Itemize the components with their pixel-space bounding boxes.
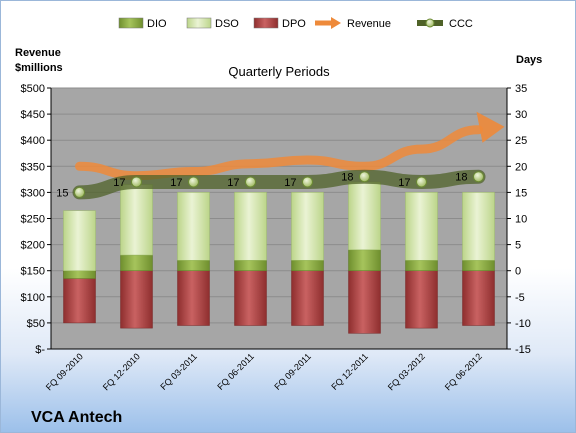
bar-dso: [234, 192, 267, 261]
right-tick-label: 30: [515, 109, 527, 121]
ccc-data-label: 17: [398, 177, 410, 189]
bar-dio: [63, 270, 96, 279]
revenue-arrowhead: [476, 111, 505, 143]
ccc-marker: [74, 186, 85, 198]
bar-dio: [291, 260, 324, 271]
right-tick-label: -10: [515, 318, 531, 330]
legend-label-ccc: CCC: [449, 18, 473, 30]
chart-title: Quarterly Periods: [228, 64, 330, 79]
left-tick-label: $300: [21, 187, 45, 199]
bar-dio: [177, 260, 210, 271]
legend-label-revenue: Revenue: [347, 18, 391, 30]
right-tick-label: 25: [515, 135, 527, 147]
bar-dio: [405, 260, 438, 271]
ccc-marker: [416, 176, 427, 188]
left-tick-label: $250: [21, 214, 45, 226]
bar-dpo: [348, 270, 381, 334]
right-tick-label: 10: [515, 214, 527, 226]
x-tick-label: FQ 06-2012: [443, 351, 484, 392]
ccc-marker: [302, 176, 313, 188]
left-axis-title-line2: $millions: [15, 62, 63, 74]
left-tick-label: $400: [21, 135, 45, 147]
x-tick-label: FQ 03-2011: [158, 351, 199, 392]
x-tick-label: FQ 03-2012: [386, 351, 427, 392]
ccc-marker: [359, 171, 370, 183]
x-tick-label: FQ 09-2011: [272, 351, 313, 392]
legend-swatch-dio: [118, 17, 144, 29]
bar-dio: [120, 254, 153, 271]
x-tick-label: FQ 12-2011: [329, 351, 370, 392]
legend-marker-ccc: [425, 18, 435, 28]
ccc-data-label: 18: [341, 172, 353, 184]
left-tick-label: $450: [21, 109, 45, 121]
ccc-data-label: 17: [284, 177, 296, 189]
right-tick-label: 35: [515, 83, 527, 95]
legend-label-dio: DIO: [147, 18, 167, 30]
left-tick-label: $200: [21, 240, 45, 252]
ccc-data-label: 15: [56, 187, 68, 199]
right-tick-label: 0: [515, 266, 521, 278]
ccc-series: 15 17 17 17 17 18 17 18: [56, 169, 486, 200]
bar-dpo: [462, 270, 495, 326]
bar-dpo: [177, 270, 210, 326]
bar-dso: [348, 181, 381, 251]
ccc-marker: [245, 176, 256, 188]
bar-dio: [348, 249, 381, 271]
ccc-data-label: 17: [113, 177, 125, 189]
legend-swatch-dso: [186, 17, 212, 29]
legend-arrowhead-revenue: [331, 17, 341, 29]
right-tick-label: 5: [515, 240, 521, 252]
legend-label-dpo: DPO: [282, 18, 306, 30]
bar-dpo: [291, 270, 324, 326]
bar-dpo: [405, 270, 438, 329]
right-tick-label: -15: [515, 344, 531, 356]
right-tick-label: 15: [515, 187, 527, 199]
right-tick-label: 20: [515, 161, 527, 173]
bar-dso: [63, 210, 96, 271]
left-tick-label: $500: [21, 83, 45, 95]
bars: [63, 181, 495, 334]
ccc-data-label: 17: [170, 177, 182, 189]
legend-swatch-dpo: [253, 17, 279, 29]
x-tick-label: FQ 09-2010: [44, 351, 85, 392]
left-tick-label: $150: [21, 266, 45, 278]
company-name: VCA Antech: [31, 409, 122, 426]
bar-dso: [405, 192, 438, 261]
right-tick-label: -5: [515, 292, 525, 304]
left-tick-label: $50: [27, 318, 45, 330]
left-tick-label: $350: [21, 161, 45, 173]
left-tick-label: $-: [35, 344, 45, 356]
bar-dso: [120, 184, 153, 256]
bar-dpo: [63, 270, 96, 324]
ccc-marker: [131, 176, 142, 188]
ccc-data-label: 18: [455, 172, 467, 184]
bar-dpo: [234, 270, 267, 326]
ccc-marker: [473, 171, 484, 183]
bar-dio: [234, 260, 267, 271]
x-tick-label: FQ 12-2010: [101, 351, 142, 392]
ccc-marker: [188, 176, 199, 188]
left-tick-label: $100: [21, 292, 45, 304]
left-axis-title-line1: Revenue: [15, 47, 61, 59]
bar-dso: [177, 192, 210, 261]
ccc-data-label: 17: [227, 177, 239, 189]
bar-dso: [462, 192, 495, 261]
legend: DIO DSO DPO Revenue CCC: [118, 17, 473, 30]
bar-dpo: [120, 270, 153, 329]
right-axis-title: Days: [516, 54, 542, 66]
bar-dio: [462, 260, 495, 271]
bar-dso: [291, 192, 324, 261]
x-tick-label: FQ 06-2011: [215, 351, 256, 392]
legend-label-dso: DSO: [215, 18, 239, 30]
